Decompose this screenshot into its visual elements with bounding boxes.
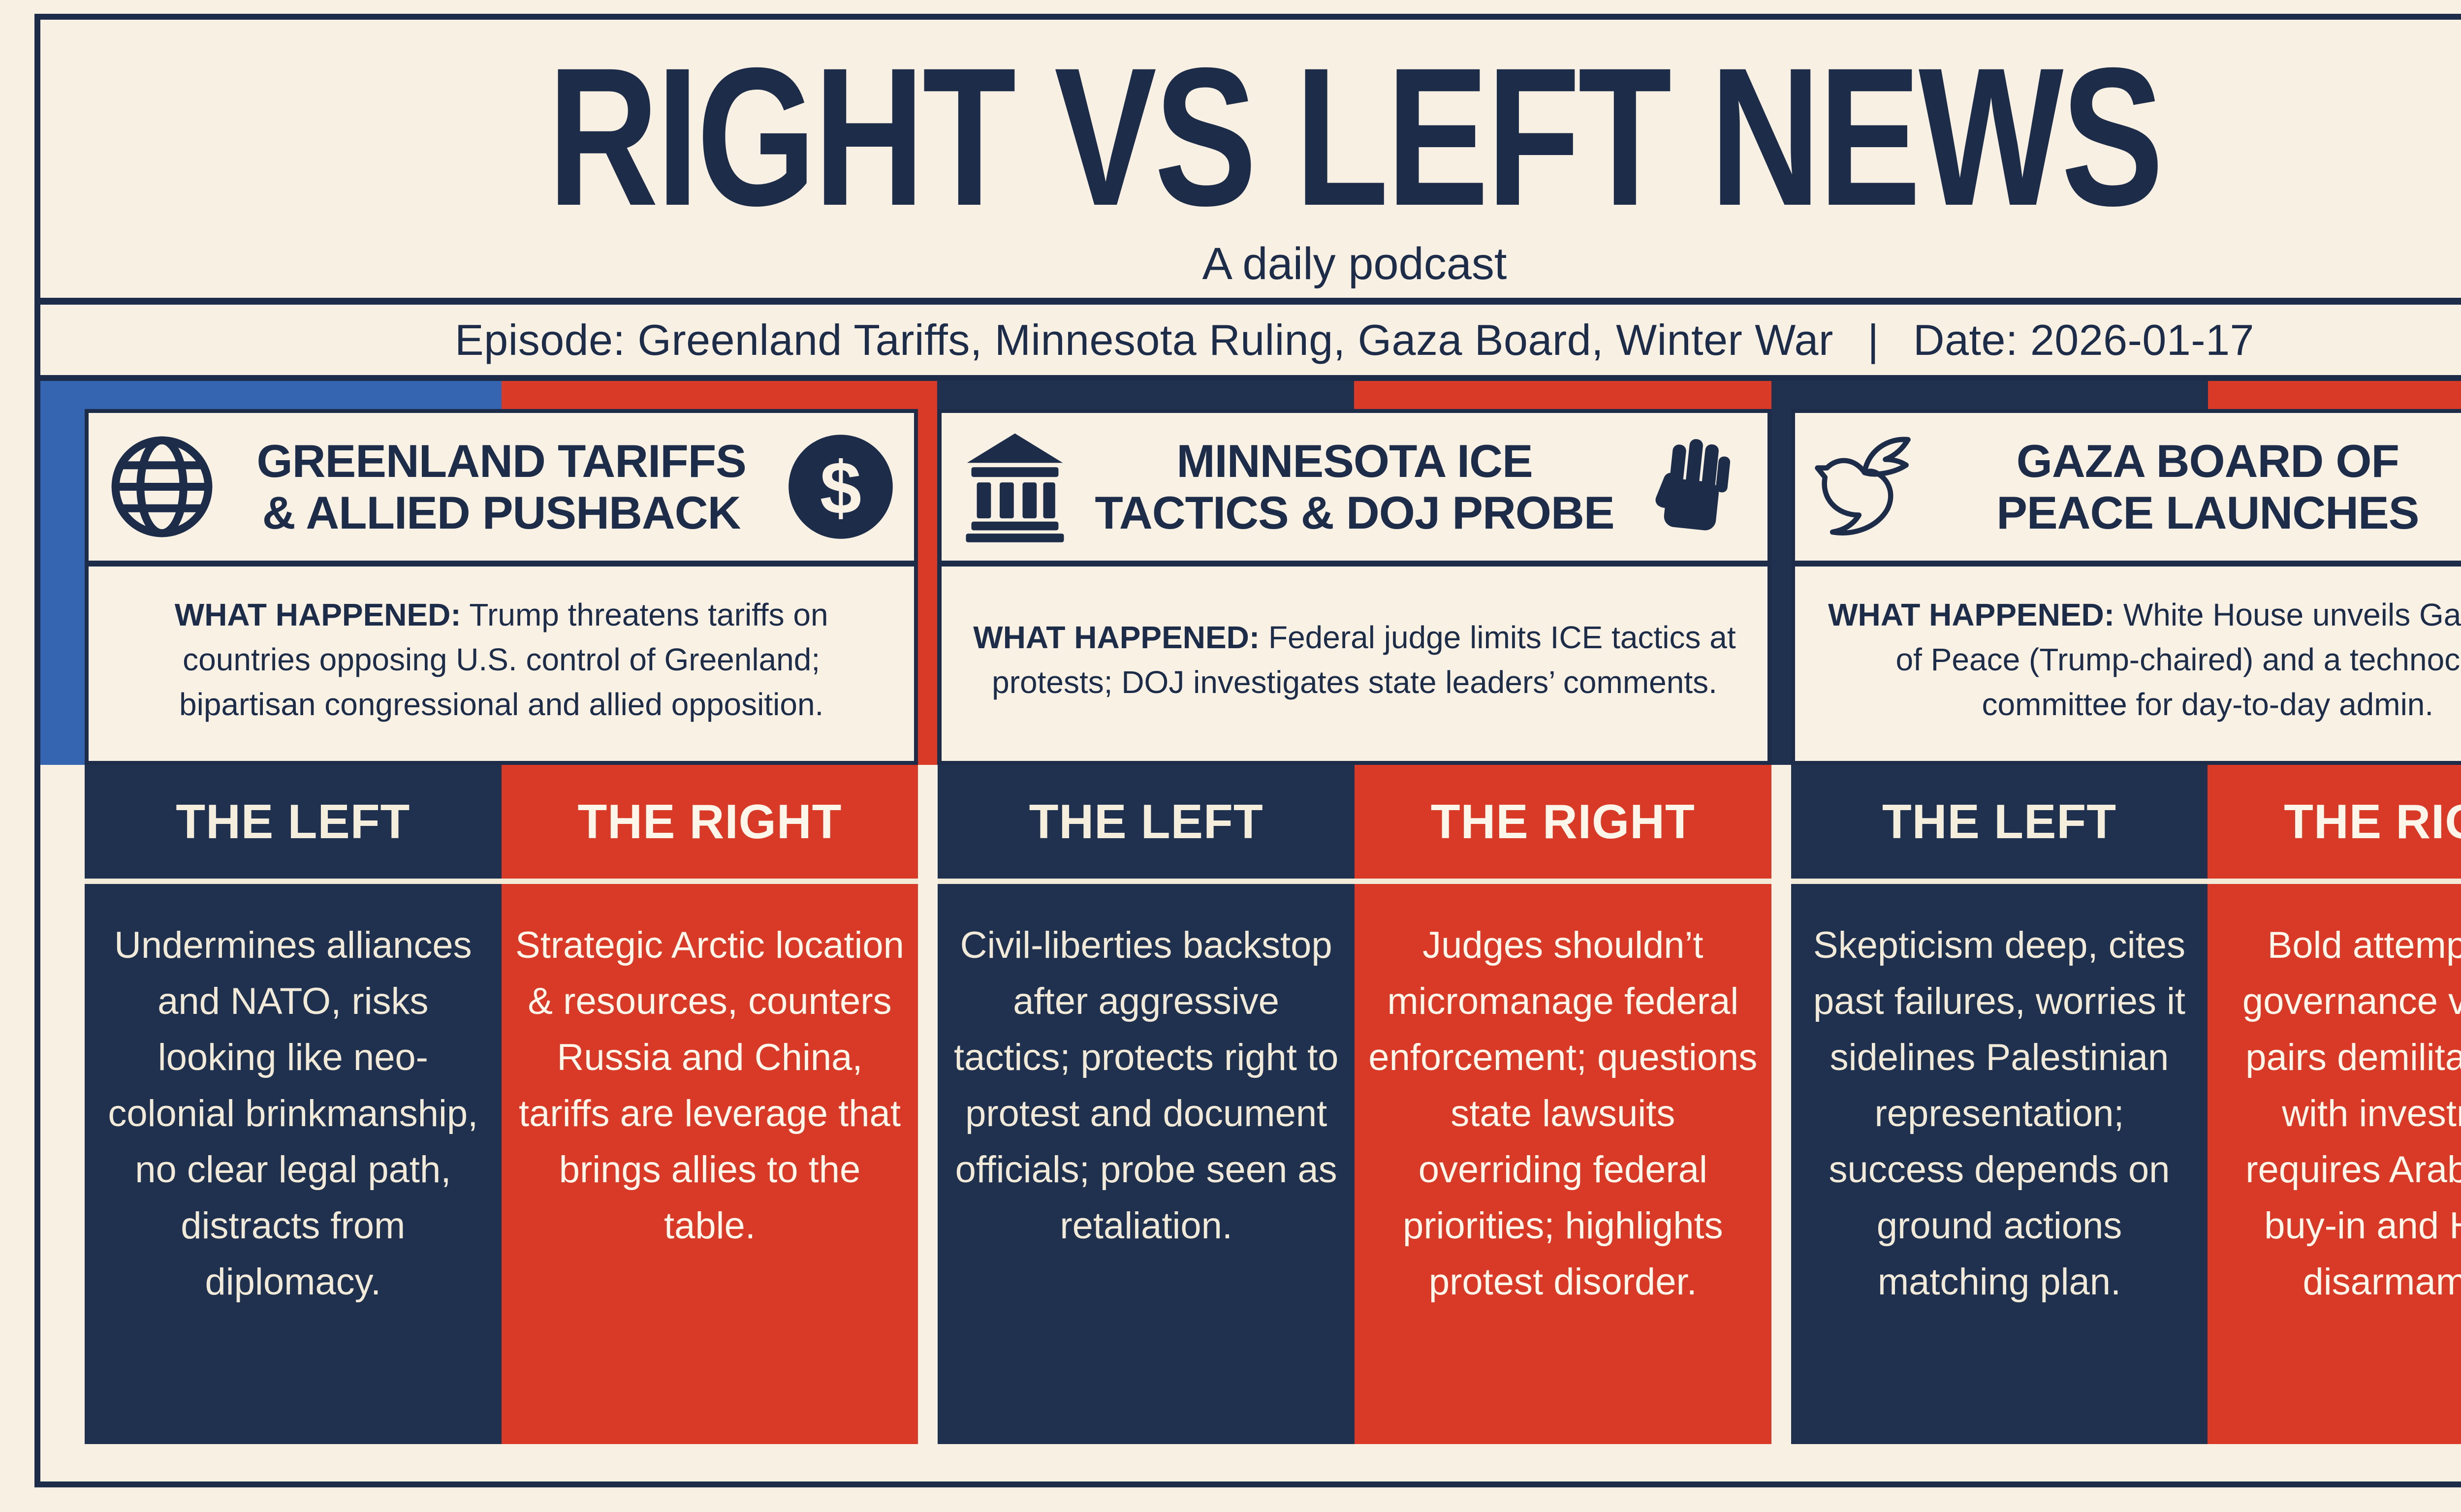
side-labels: THE LEFT THE RIGHT bbox=[1791, 765, 2461, 884]
globe-icon bbox=[105, 430, 219, 543]
poster-frame: RIGHT VS LEFT NEWS A daily podcast Episo… bbox=[34, 14, 2461, 1487]
left-viewpoint: Undermines alliances and NATO, risks loo… bbox=[85, 884, 502, 1444]
viewpoint-panels: Undermines alliances and NATO, risks loo… bbox=[85, 884, 918, 1444]
story-card: GAZA BOARD OF PEACE LAUNCHES bbox=[1791, 409, 2461, 765]
page-subtitle: A daily podcast bbox=[1202, 239, 1507, 289]
what-happened-section: WHAT HAPPENED: White House unveils Gaza … bbox=[1795, 567, 2461, 761]
right-viewpoint: Strategic Arctic location & resources, c… bbox=[501, 884, 918, 1444]
story-card: GREENLAND TARIFFS & ALLIED PUSHBACK $ bbox=[85, 409, 918, 765]
dove-icon bbox=[1812, 430, 1925, 543]
what-happened-label: WHAT HAPPENED: bbox=[1828, 597, 2115, 633]
story-card-header: MINNESOTA ICE TACTICS & DOJ PROBE bbox=[942, 413, 1767, 567]
story-card-header: GAZA BOARD OF PEACE LAUNCHES bbox=[1795, 413, 2461, 567]
the-right-label: THE RIGHT bbox=[2208, 765, 2461, 879]
left-viewpoint: Skepticism deep, cites past failures, wo… bbox=[1791, 884, 2208, 1444]
side-labels: THE LEFT THE RIGHT bbox=[85, 765, 918, 884]
the-left-label: THE LEFT bbox=[85, 765, 502, 879]
what-happened-text: Federal judge limits ICE tactics at prot… bbox=[992, 619, 1736, 700]
story-columns: GREENLAND TARIFFS & ALLIED PUSHBACK $ bbox=[40, 381, 2461, 1444]
what-happened-label: WHAT HAPPENED: bbox=[174, 597, 461, 633]
what-happened-text: Trump threatens tariffs on countries opp… bbox=[179, 597, 828, 722]
what-happened-section: WHAT HAPPENED: Federal judge limits ICE … bbox=[942, 567, 1767, 761]
viewpoint-panels: Skepticism deep, cites past failures, wo… bbox=[1791, 884, 2461, 1444]
what-happened-section: WHAT HAPPENED: Trump threatens tariffs o… bbox=[89, 567, 914, 761]
fist-icon bbox=[1638, 430, 1751, 543]
story-title: MINNESOTA ICE TACTICS & DOJ PROBE bbox=[1095, 435, 1614, 538]
header: RIGHT VS LEFT NEWS A daily podcast bbox=[40, 20, 2461, 305]
episode-bar: Episode: Greenland Tariffs, Minnesota Ru… bbox=[40, 305, 2461, 381]
page-title: RIGHT VS LEFT NEWS bbox=[547, 27, 2164, 247]
right-viewpoint: Judges shouldn’t micromanage federal enf… bbox=[1354, 884, 1771, 1444]
the-right-label: THE RIGHT bbox=[1354, 765, 1771, 879]
stories-zone: GREENLAND TARIFFS & ALLIED PUSHBACK $ bbox=[40, 381, 2461, 1481]
courthouse-icon bbox=[958, 430, 1072, 543]
svg-text:$: $ bbox=[820, 447, 861, 530]
the-left-label: THE LEFT bbox=[1791, 765, 2208, 879]
story-card-header: GREENLAND TARIFFS & ALLIED PUSHBACK $ bbox=[89, 413, 915, 567]
story-card: MINNESOTA ICE TACTICS & DOJ PROBE bbox=[938, 409, 1771, 765]
story-title: GAZA BOARD OF PEACE LAUNCHES bbox=[1996, 435, 2419, 538]
the-right-label: THE RIGHT bbox=[501, 765, 918, 879]
left-viewpoint: Civil-liberties backstop after aggressiv… bbox=[938, 884, 1355, 1444]
side-labels: THE LEFT THE RIGHT bbox=[938, 765, 1771, 884]
the-left-label: THE LEFT bbox=[938, 765, 1355, 879]
story-column-gaza: GAZA BOARD OF PEACE LAUNCHES bbox=[1791, 409, 2461, 1444]
right-viewpoint: Bold attempt to fill governance vacuum, … bbox=[2208, 884, 2461, 1444]
viewpoint-panels: Civil-liberties backstop after aggressiv… bbox=[938, 884, 1771, 1444]
story-title: GREENLAND TARIFFS & ALLIED PUSHBACK bbox=[256, 435, 747, 538]
episode-info: Episode: Greenland Tariffs, Minnesota Ru… bbox=[455, 315, 2254, 364]
dollar-icon: $ bbox=[784, 430, 897, 543]
what-happened-label: WHAT HAPPENED: bbox=[973, 619, 1260, 655]
what-happened-text: White House unveils Gaza Board of Peace … bbox=[1895, 597, 2461, 722]
story-column-minnesota: MINNESOTA ICE TACTICS & DOJ PROBE bbox=[938, 409, 1771, 1444]
story-column-greenland: GREENLAND TARIFFS & ALLIED PUSHBACK $ bbox=[85, 409, 918, 1444]
